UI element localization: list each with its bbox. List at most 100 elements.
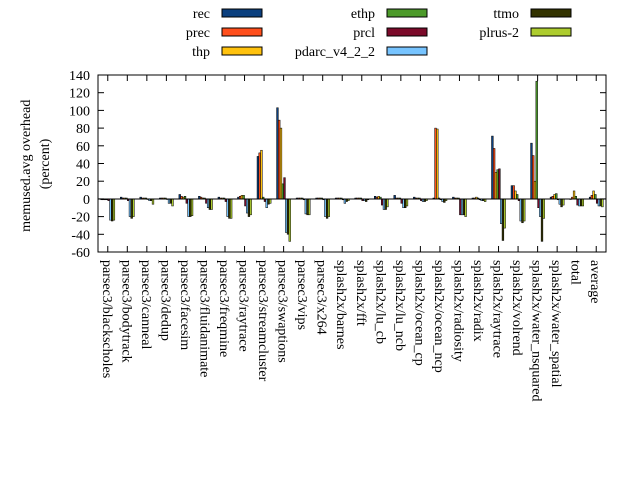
y-tick-label: 0 xyxy=(83,193,90,208)
bar-prcl-parsec3-facesim xyxy=(185,198,188,204)
bar-plrus-2-parsec3-vips xyxy=(308,198,311,216)
x-tick-label: parsec3/raytrace xyxy=(236,260,251,352)
bar-prec-splash2x-ocean-ncp xyxy=(434,127,437,200)
x-tick-label: splash2x/lu_ncb xyxy=(392,260,407,351)
legend-swatch-plrus-2 xyxy=(530,27,572,37)
y-tick-label: 140 xyxy=(69,69,90,84)
bar-rec-parsec3-facesim xyxy=(178,194,181,200)
bar-ttmo-total xyxy=(579,198,583,207)
legend-label-ethp: ethp xyxy=(351,7,375,22)
bar-plrus-2-parsec3-raytrace xyxy=(249,198,252,216)
bar-pdarc-v4-2-2-average xyxy=(597,198,600,207)
bar-prcl-average xyxy=(595,198,599,204)
legend-swatch-pdarc-v4-2-2 xyxy=(386,46,428,56)
bar-thp-splash2x-water-nsquared xyxy=(533,180,537,200)
bar-ttmo-parsec3-freqmine xyxy=(228,198,231,219)
bar-plrus-2-splash2x-radiosity xyxy=(464,198,467,217)
bar-prec-parsec3-swaptions xyxy=(278,119,281,200)
bar-pdarc-v4-2-2-parsec3-blackscholes xyxy=(109,198,112,221)
bar-ttmo-splash2x-radiosity xyxy=(462,198,465,216)
bar-ethp-parsec3-swaptions xyxy=(281,183,284,200)
bar-pdarc-v4-2-2-parsec3-fluidanimate xyxy=(206,198,210,208)
x-tick-label: splash2x/fft xyxy=(353,260,368,326)
bar-ethp-average xyxy=(594,194,597,200)
bar-rec-parsec3-streamcluster xyxy=(256,156,260,200)
legend-swatch-thp xyxy=(221,46,263,56)
x-tick-label: average xyxy=(587,260,602,304)
legend-label-ttmo: ttmo xyxy=(493,7,519,22)
legend-label-prec: prec xyxy=(186,26,210,41)
legend-swatch-ethp xyxy=(386,8,428,18)
x-tick-label: parsec3/freqmine xyxy=(216,260,231,357)
x-tick-label: splash2x/water_nsquared xyxy=(529,260,544,402)
x-tick-label: parsec3/bodytrack xyxy=(118,260,133,363)
x-tick-label: splash2x/radix xyxy=(470,260,485,342)
x-tick-label: parsec3/facesim xyxy=(177,260,192,350)
bar-thp-parsec3-swaptions xyxy=(279,127,283,200)
bar-plrus-2-splash2x-lu-ncb xyxy=(405,198,409,207)
bar-ethp-splash2x-raytrace xyxy=(496,169,499,200)
bar-prcl-parsec3-raytrace xyxy=(244,198,247,207)
bar-thp-parsec3-raytrace xyxy=(240,195,244,200)
bar-rec-splash2x-lu-ncb xyxy=(393,195,396,200)
bar-plrus-2-total xyxy=(581,198,584,207)
bar-ethp-parsec3-raytrace xyxy=(242,195,245,200)
legend-label-thp: thp xyxy=(192,45,210,60)
x-tick-label: splash2x/ocean_cp xyxy=(411,260,426,366)
bar-prcl-parsec3-fluidanimate xyxy=(205,198,208,204)
bar-ttmo-splash2x-volrend xyxy=(521,198,524,224)
bar-plrus-2-parsec3-facesim xyxy=(190,198,194,216)
x-axis: parsec3/blackscholes parsec3/bodytrack par… xyxy=(99,75,602,402)
bar-plrus-2-average xyxy=(601,198,604,208)
bar-rec-splash2x-volrend xyxy=(510,185,514,200)
bar-ethp-splash2x-water-spatial xyxy=(555,193,558,200)
bar-plrus-2-parsec3-swaptions xyxy=(288,198,291,242)
bar-pdarc-v4-2-2-parsec3-bodytrack xyxy=(128,198,132,217)
y-tick-label: 40 xyxy=(76,158,90,173)
bar-pdarc-v4-2-2-parsec3-freqmine xyxy=(226,198,229,217)
bar-pdarc-v4-2-2-splash2x-barnes xyxy=(343,198,346,204)
bar-plrus-2-parsec3-bodytrack xyxy=(132,198,135,217)
bar-prcl-splash2x-lu-cb xyxy=(381,198,384,206)
bar-ttmo-parsec3-vips xyxy=(306,198,309,216)
bar-ttmo-parsec3-fluidanimate xyxy=(208,198,211,210)
y-axis-title-line-2: (percent) xyxy=(38,138,53,189)
x-tick-label: total xyxy=(568,260,583,285)
bar-thp-splash2x-ocean-ncp xyxy=(436,128,439,200)
x-tick-label: splash2x/radiosity xyxy=(450,260,465,362)
bar-thp-splash2x-raytrace xyxy=(494,172,498,200)
y-tick-label: -40 xyxy=(71,228,90,243)
bar-pdarc-v4-2-2-parsec3-raytrace xyxy=(246,198,249,214)
x-tick-label: parsec3/vips xyxy=(294,260,309,330)
legend-label-pdarc-v4-2-2: pdarc_v4_2_2 xyxy=(295,45,375,60)
bar-prec-splash2x-volrend xyxy=(512,185,515,200)
plot-frame xyxy=(97,74,607,253)
y-axis-title: memused.avg overhead (percent) xyxy=(19,96,53,232)
bar-pdarc-v4-2-2-splash2x-water-nsquared xyxy=(539,198,542,217)
legend: rec prec thp ethp prcl pdarc_v4_2_2 ttmo plrus-… xyxy=(186,7,572,60)
bar-prcl-splash2x-lu-ncb xyxy=(400,198,403,204)
bar-rec-splash2x-raytrace xyxy=(491,135,494,200)
x-tick-label: splash2x/volrend xyxy=(509,260,524,356)
bar-pdarc-v4-2-2-parsec3-vips xyxy=(304,198,307,215)
bar-ttmo-parsec3-raytrace xyxy=(247,198,251,217)
x-tick-label: splash2x/barnes xyxy=(333,260,348,349)
bar-thp-splash2x-volrend xyxy=(514,190,517,200)
x-tick-label: parsec3/canneal xyxy=(138,260,153,349)
bar-ttmo-parsec3-facesim xyxy=(189,198,192,217)
bars-group xyxy=(100,80,604,242)
x-tick-label: splash2x/ocean_ncp xyxy=(431,260,446,373)
bar-plrus-2-splash2x-raytrace xyxy=(503,198,506,229)
legend-label-plrus-2: plrus-2 xyxy=(479,26,519,41)
y-tick-label: 60 xyxy=(76,140,90,155)
bar-prcl-total xyxy=(576,198,579,206)
y-axis-title-line-1: memused.avg overhead xyxy=(19,100,34,232)
bar-prcl-splash2x-raytrace xyxy=(498,168,501,200)
bar-prec-splash2x-water-nsquared xyxy=(532,155,535,200)
bar-pdarc-v4-2-2-parsec3-swaptions xyxy=(285,198,288,233)
bar-thp-parsec3-streamcluster xyxy=(260,149,263,200)
bar-ttmo-splash2x-lu-ncb xyxy=(404,198,407,208)
bar-pdarc-v4-2-2-parsec3-facesim xyxy=(187,198,190,217)
bar-pdarc-v4-2-2-parsec3-streamcluster xyxy=(265,198,268,208)
